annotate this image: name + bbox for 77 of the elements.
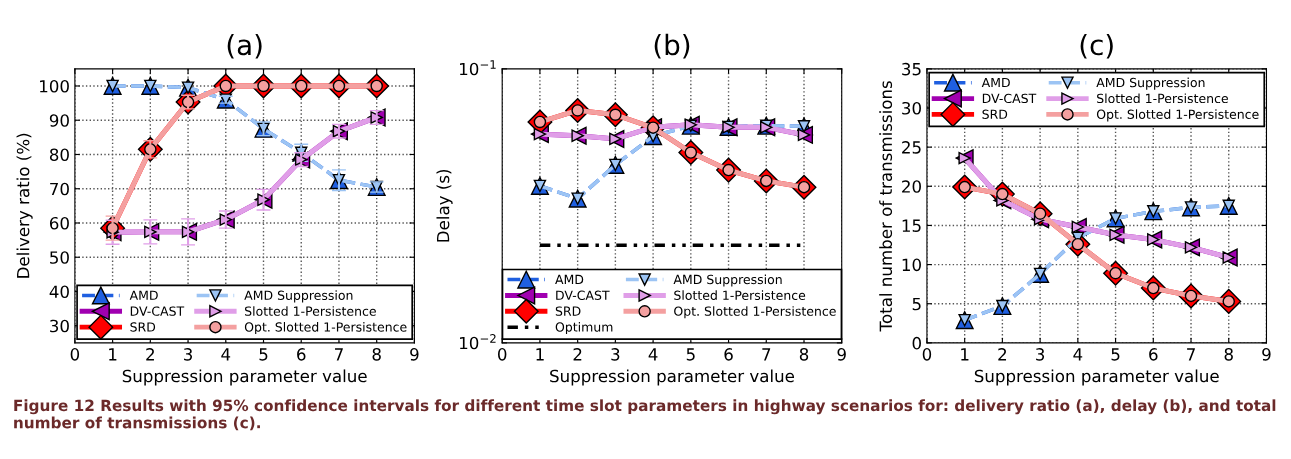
y-axis-title: Total number of transmissions (879, 81, 893, 332)
x-tick-label: 1 (961, 348, 969, 361)
y-axis-title: Delay (s) (436, 169, 453, 242)
x-tick-label: 0 (922, 348, 932, 361)
x-tick-label: 5 (259, 348, 268, 361)
y-tick-label: 30 (50, 319, 69, 333)
y-tick-label: 30 (902, 101, 921, 115)
x-tick-label: 5 (686, 348, 695, 361)
legend-label: AMD (129, 290, 158, 300)
y-axis-title: Delivery ratio (%) (16, 133, 33, 278)
x-tick-label: 2 (146, 348, 154, 361)
y-tick-label: 70 (50, 182, 69, 196)
y-tick-label: 80 (49, 148, 69, 162)
x-tick-label: 8 (799, 348, 809, 361)
legend-label: DV-CAST (556, 290, 610, 301)
x-tick-label: 9 (837, 348, 846, 361)
x-tick-label: 2 (998, 348, 1007, 361)
x-axis-title: Suppression parameter value (122, 369, 367, 386)
x-tick-label: 9 (1262, 348, 1271, 361)
legend-label: Slotted 1-Persistence (674, 290, 806, 301)
legend-label: AMD (555, 274, 584, 284)
x-tick-label: 0 (498, 348, 507, 361)
x-tick-label: 4 (1073, 348, 1083, 361)
legend-label: SRD (130, 322, 156, 332)
y-tick-label: 60 (49, 216, 69, 230)
y-tick-label: 50 (50, 251, 69, 264)
x-tick-label: 8 (372, 348, 381, 361)
x-tick-label: 6 (724, 348, 733, 361)
y-tick-label: 35 (902, 62, 921, 76)
x-axis-title: Suppression parameter value (550, 369, 795, 386)
x-tick-label: 7 (335, 348, 343, 361)
x-tick-label: 8 (1224, 348, 1233, 361)
legend-label: Optimum (555, 322, 613, 335)
y-tick-label: 10$^{−1}$ (460, 60, 496, 76)
x-tick-label: 4 (648, 348, 658, 361)
x-tick-label: 5 (1111, 348, 1120, 361)
y-tick-label: 5 (912, 297, 921, 311)
y-tick-label: 20 (902, 180, 921, 193)
x-tick-label: 3 (1036, 348, 1045, 361)
legend-label: AMD Suppression (673, 274, 782, 287)
caption: Figure 12 Results with 95% confidence intervals for different time slot parameters in highway scenarios for: delivery ratio (a), delay (b), and total number of transmissions (c). (14, 399, 1276, 431)
y-tick-label: 25 (902, 141, 921, 154)
y-tick-label: 10$^{−2}$ (460, 334, 496, 350)
chart-title: (c) (1080, 33, 1113, 59)
x-tick-label: 2 (573, 348, 582, 361)
y-tick-label: 40 (49, 285, 69, 299)
legend-label: SRD (555, 306, 581, 316)
legend-label: AMD Suppression (244, 290, 353, 303)
legend-label: DV-CAST (982, 93, 1037, 104)
x-tick-label: 3 (184, 348, 193, 361)
legend-label: Opt. Slotted 1-Persistence (244, 322, 407, 335)
legend-label: SRD (982, 109, 1008, 119)
x-tick-label: 4 (221, 348, 231, 361)
x-axis-title: Suppression parameter value (974, 369, 1219, 386)
legend-label: Slotted 1-Persistence (1097, 93, 1228, 104)
y-tick-label: 10 (902, 258, 921, 272)
legend-label: Slotted 1-Persistence (245, 306, 376, 316)
chart-title: (a) (227, 33, 262, 59)
x-tick-label: 7 (1187, 348, 1195, 361)
y-tick-label: 15 (902, 219, 921, 232)
x-tick-label: 9 (410, 348, 419, 361)
x-tick-label: 0 (70, 348, 80, 361)
y-tick-label: 90 (49, 114, 69, 127)
x-tick-label: 1 (536, 348, 544, 361)
legend-label: DV-CAST (130, 306, 185, 316)
legend-label: AMD (981, 77, 1010, 88)
x-tick-label: 7 (762, 348, 771, 361)
x-tick-label: 3 (611, 348, 620, 361)
legend-label: Opt. Slotted 1-Persistence (674, 306, 836, 319)
x-tick-label: 6 (297, 348, 306, 361)
x-tick-label: 6 (1149, 348, 1158, 361)
x-tick-label: 1 (109, 348, 117, 361)
legend-label: AMD Suppression (1096, 77, 1205, 90)
legend-label: Opt. Slotted 1-Persistence (1096, 109, 1259, 122)
chart-title: (b) (654, 33, 690, 59)
y-tick-label: 100 (40, 79, 69, 93)
y-tick-label: 0 (912, 336, 921, 350)
